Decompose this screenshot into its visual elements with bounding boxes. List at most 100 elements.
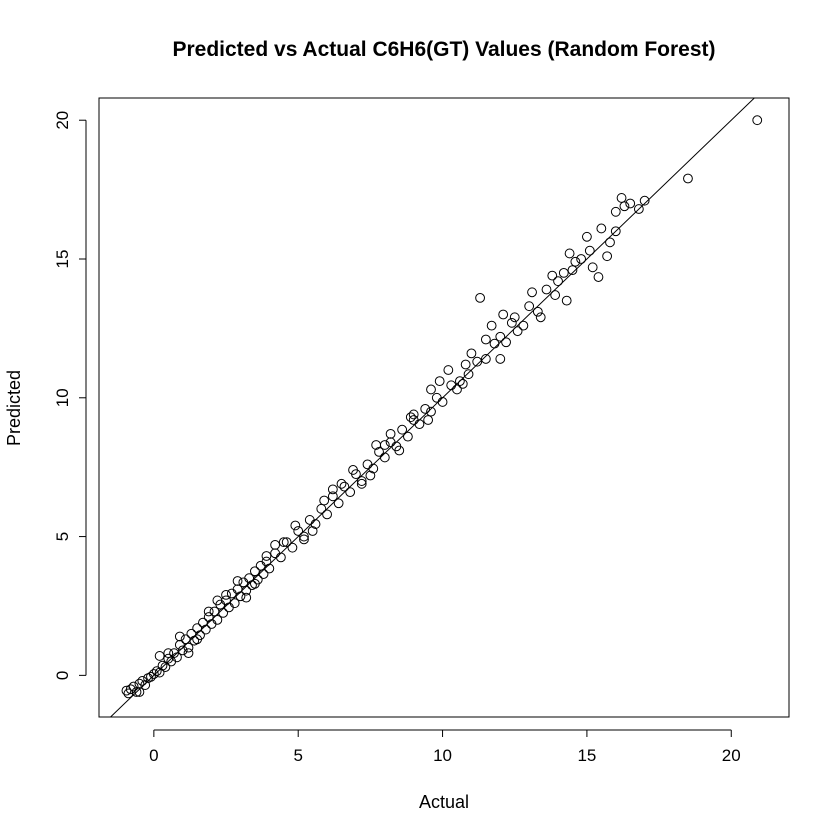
data-point xyxy=(596,223,607,234)
data-point xyxy=(405,412,416,423)
data-point xyxy=(356,476,367,486)
data-point xyxy=(278,537,289,548)
data-point xyxy=(212,595,223,606)
data-point xyxy=(547,270,558,281)
x-axis: 0 5 10 15 20 xyxy=(149,729,741,765)
data-point xyxy=(616,193,627,203)
data-point xyxy=(527,287,537,298)
data-point xyxy=(293,526,304,536)
data-point xyxy=(570,256,581,267)
data-point xyxy=(212,614,223,625)
data-point xyxy=(457,379,468,389)
data-point xyxy=(203,606,214,617)
data-point xyxy=(229,598,240,609)
data-point xyxy=(333,498,344,509)
data-point xyxy=(452,384,462,395)
data-point xyxy=(495,331,506,342)
data-point xyxy=(610,206,621,217)
data-point xyxy=(339,481,350,492)
data-point xyxy=(512,326,523,337)
data-point xyxy=(408,409,419,420)
y-tick-label: 0 xyxy=(53,671,72,680)
x-axis-label: Actual xyxy=(419,792,469,812)
y-axis: 0 5 10 15 20 xyxy=(53,111,87,680)
data-point xyxy=(183,642,194,653)
points-layer xyxy=(121,115,763,699)
data-point xyxy=(174,631,185,642)
data-point xyxy=(146,671,156,682)
data-point xyxy=(498,309,509,320)
data-point xyxy=(319,495,330,506)
y-axis-label: Predicted xyxy=(4,370,24,446)
data-point xyxy=(299,531,309,542)
data-point xyxy=(183,648,194,659)
y-tick-label: 20 xyxy=(53,111,72,130)
data-point xyxy=(371,440,382,450)
data-point xyxy=(154,667,165,678)
data-point xyxy=(486,320,497,331)
data-point xyxy=(403,431,413,442)
data-point xyxy=(221,589,231,600)
data-point xyxy=(480,354,491,364)
data-point xyxy=(365,470,376,481)
data-point xyxy=(633,204,644,214)
data-point xyxy=(241,592,252,603)
data-point xyxy=(564,248,575,259)
data-point xyxy=(426,384,436,395)
data-point xyxy=(281,537,292,548)
data-point xyxy=(541,284,552,295)
data-point xyxy=(299,534,309,545)
data-point xyxy=(397,424,408,435)
data-point xyxy=(287,542,298,553)
data-point xyxy=(290,520,301,531)
data-point xyxy=(639,195,650,206)
data-point xyxy=(125,684,136,695)
data-point xyxy=(518,320,529,331)
data-point xyxy=(501,337,511,348)
data-point xyxy=(605,237,615,248)
x-tick-label: 10 xyxy=(433,746,452,765)
data-point xyxy=(463,369,474,380)
data-point xyxy=(472,356,483,367)
data-point xyxy=(134,687,145,697)
data-point xyxy=(593,272,604,282)
data-point xyxy=(475,292,485,303)
data-point xyxy=(752,115,763,126)
data-point xyxy=(524,301,535,312)
data-point xyxy=(495,354,506,364)
data-point xyxy=(261,551,272,561)
data-point xyxy=(250,578,260,589)
x-tick-label: 15 xyxy=(577,746,596,765)
data-point xyxy=(307,526,318,536)
data-point xyxy=(683,173,693,184)
data-point xyxy=(532,306,543,317)
data-point xyxy=(587,262,598,273)
data-point xyxy=(625,198,636,209)
data-point xyxy=(582,231,592,242)
data-point xyxy=(356,478,367,489)
data-point xyxy=(203,612,214,622)
data-point xyxy=(327,484,338,495)
reference-line xyxy=(109,98,756,717)
data-point xyxy=(602,251,613,262)
x-tick-label: 5 xyxy=(293,746,302,765)
data-point xyxy=(128,681,139,692)
data-point xyxy=(348,465,358,475)
data-point xyxy=(434,376,445,387)
y-tick-label: 15 xyxy=(53,250,72,269)
data-point xyxy=(261,556,272,567)
data-point xyxy=(535,312,546,323)
data-point xyxy=(550,290,561,300)
data-point xyxy=(561,295,572,306)
data-point xyxy=(345,487,356,498)
x-tick-label: 20 xyxy=(722,746,741,765)
data-point xyxy=(121,685,132,696)
data-point xyxy=(506,317,517,328)
data-point xyxy=(480,334,491,345)
data-point xyxy=(232,576,243,586)
data-point xyxy=(192,634,203,645)
data-point xyxy=(466,348,477,359)
data-point xyxy=(322,509,332,520)
data-point xyxy=(584,245,595,256)
